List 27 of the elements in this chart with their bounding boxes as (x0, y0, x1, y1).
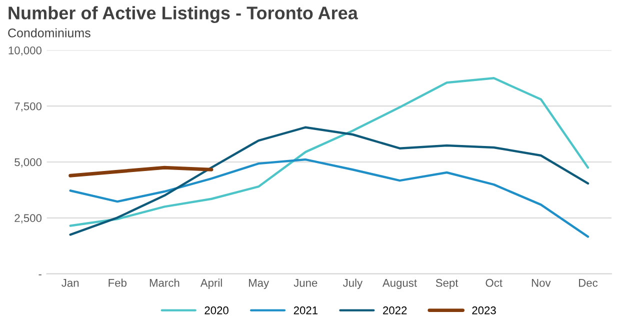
legend-label: 2021 (294, 306, 318, 314)
line-series (69, 77, 590, 227)
chart-subtitle: Condominiums (8, 28, 90, 38)
legend-label: 2023 (472, 306, 496, 314)
x-tick-label: April (200, 278, 222, 289)
line-series (69, 126, 590, 236)
line-series (69, 158, 590, 238)
y-tick-label: 2,500 (14, 214, 42, 224)
x-tick-label: Oct (486, 278, 502, 287)
x-tick-label: July (342, 278, 363, 289)
x-tick-label: Feb (108, 278, 126, 287)
x-tick-label: May (248, 279, 270, 289)
x-tick-label: Dec (579, 279, 598, 287)
y-tick-label: 5,000 (14, 158, 42, 168)
y-tick-label: 10,000 (8, 46, 42, 56)
y-tick-label: 7,500 (14, 102, 42, 112)
line-series (68, 166, 214, 178)
x-tick-label: August (382, 279, 417, 289)
x-tick-label: Jan (62, 279, 79, 287)
x-tick-label: Sept (436, 278, 458, 289)
legend-label: 2020 (204, 306, 228, 314)
x-tick-label: June (294, 279, 318, 287)
y-tick-label: - (38, 274, 42, 276)
x-tick-label: Nov (532, 279, 551, 287)
legend-label: 2022 (383, 306, 407, 314)
x-tick-label: March (150, 278, 180, 287)
chart-title: Number of Active Listings - Toronto Area (8, 6, 358, 24)
